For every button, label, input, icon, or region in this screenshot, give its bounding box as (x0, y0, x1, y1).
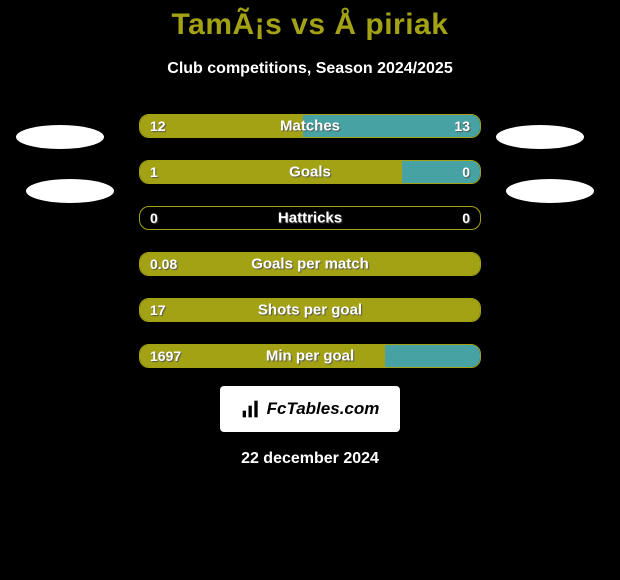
subtitle: Club competitions, Season 2024/2025 (0, 60, 620, 78)
value-left: 17 (150, 302, 166, 318)
value-left: 1697 (150, 348, 181, 364)
bar-right (385, 345, 480, 367)
stat-label: Shots per goal (258, 302, 362, 319)
stat-label: Min per goal (266, 348, 354, 365)
value-left: 0.08 (150, 256, 177, 272)
stat-row: 17 Shots per goal (139, 298, 481, 322)
decorative-ellipse (26, 179, 114, 203)
stat-label: Goals per match (251, 256, 369, 273)
page-title: TamÃ¡s vs Å piriak (0, 0, 620, 42)
stat-row: 0.08 Goals per match (139, 252, 481, 276)
stat-row: 1 0 Goals (139, 160, 481, 184)
decorative-ellipse (496, 125, 584, 149)
stat-row: 1697 Min per goal (139, 344, 481, 368)
value-left: 12 (150, 118, 166, 134)
stat-row: 12 13 Matches (139, 114, 481, 138)
value-left: 0 (150, 210, 158, 226)
bar-chart-icon (241, 399, 261, 419)
value-right: 0 (462, 164, 470, 180)
logo-text: FcTables.com (267, 399, 380, 419)
value-left: 1 (150, 164, 158, 180)
decorative-ellipse (16, 125, 104, 149)
value-right: 0 (462, 210, 470, 226)
stats-container: 12 13 Matches 1 0 Goals 0 0 Hattricks 0.08 Goals p… (0, 114, 620, 368)
bar-left (140, 161, 402, 183)
decorative-ellipse (506, 179, 594, 203)
value-right: 13 (454, 118, 470, 134)
stat-label: Goals (289, 164, 331, 181)
stat-label: Matches (280, 118, 340, 135)
date-label: 22 december 2024 (0, 450, 620, 468)
fctables-logo[interactable]: FcTables.com (220, 386, 400, 432)
stat-label: Hattricks (278, 210, 342, 227)
stat-row: 0 0 Hattricks (139, 206, 481, 230)
